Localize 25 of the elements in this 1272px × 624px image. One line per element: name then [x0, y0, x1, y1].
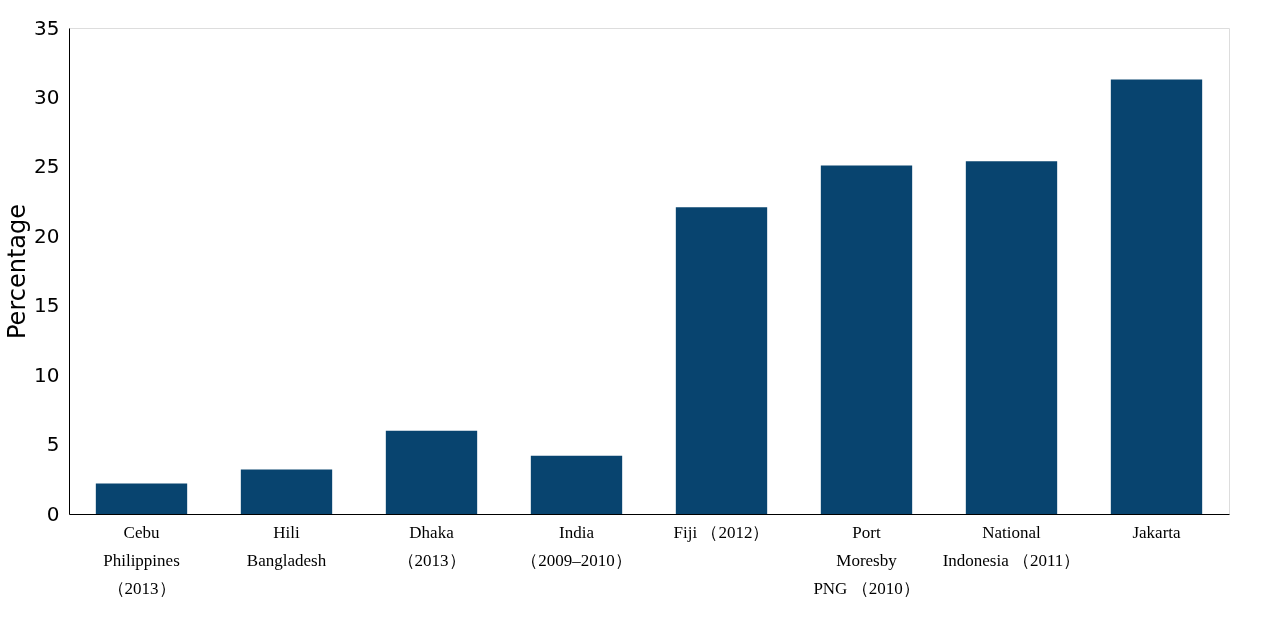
bar	[95, 483, 188, 514]
y-tick-label: 25	[34, 154, 60, 179]
x-tick-label: National Indonesia （2011）	[942, 522, 1081, 570]
bar	[820, 165, 913, 514]
x-tick-label: Hili Bangladesh	[246, 522, 327, 570]
bar	[530, 455, 623, 514]
y-axis-title: Percentage	[3, 203, 32, 340]
x-tick-label: Fiji （2012）	[673, 522, 770, 542]
x-tick-label: Dhaka （2013）	[397, 522, 466, 570]
y-tick-label: 20	[34, 223, 60, 248]
bar	[965, 161, 1058, 514]
y-tick-label: 0	[46, 501, 60, 526]
bar	[675, 207, 768, 514]
y-tick-label: 15	[34, 293, 60, 318]
x-tick-label: Jakarta	[1132, 522, 1182, 542]
x-tick-label: Port Moresby PNG （2010）	[813, 522, 920, 598]
x-tick-label: India （2009–2010）	[521, 522, 632, 570]
x-tick-label: Cebu Philippines （2013）	[103, 522, 180, 598]
y-tick-label: 5	[46, 432, 60, 457]
bar	[1110, 79, 1203, 514]
y-tick-label: 10	[34, 362, 60, 387]
bar	[240, 469, 333, 514]
bar	[385, 430, 478, 514]
y-tick-label: 30	[34, 84, 60, 109]
y-tick-label: 35	[34, 15, 60, 40]
